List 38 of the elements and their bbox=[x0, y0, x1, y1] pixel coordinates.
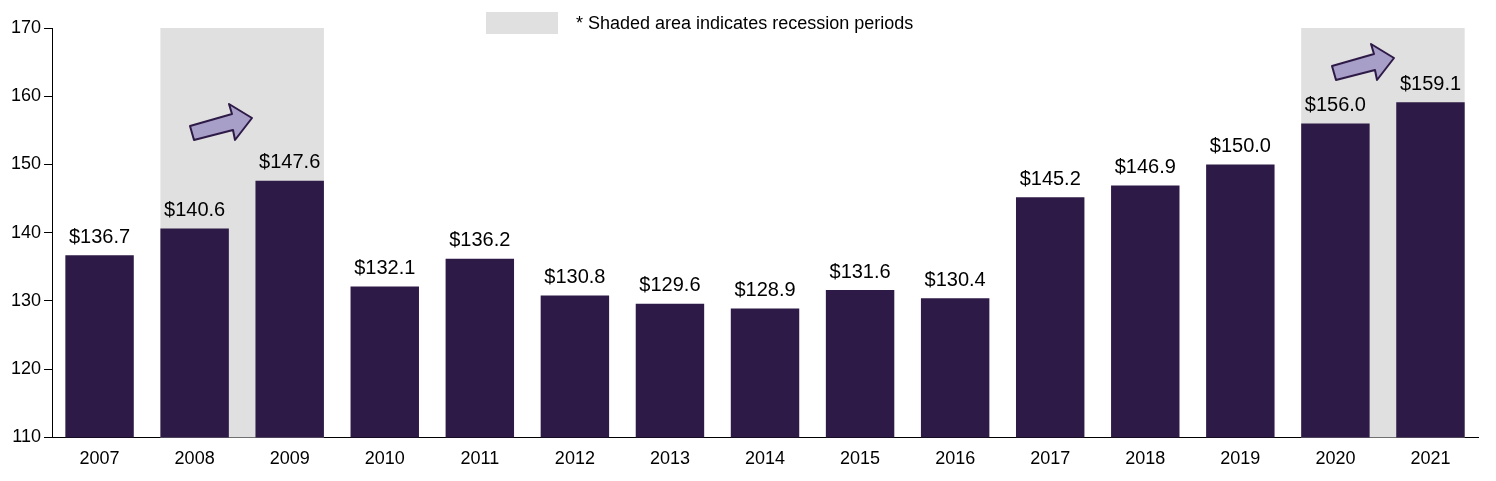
x-tick-label: 2017 bbox=[1030, 448, 1071, 469]
x-tick-label: 2016 bbox=[935, 448, 976, 469]
data-label: $159.1 bbox=[1399, 71, 1462, 94]
x-tick-label: 2018 bbox=[1125, 448, 1166, 469]
y-tick-label: 170 bbox=[10, 16, 42, 37]
data-label: $131.6 bbox=[829, 259, 891, 282]
annotation: * Shaded area indicates recession periods bbox=[576, 12, 914, 34]
data-label: $156.0 bbox=[1304, 93, 1366, 116]
data-label: $140.6 bbox=[164, 198, 226, 221]
y-tick-label: 140 bbox=[10, 221, 42, 242]
y-tick-label: 150 bbox=[10, 153, 42, 174]
x-tick-label: 2013 bbox=[649, 448, 690, 469]
y-tick-label: 160 bbox=[10, 85, 42, 106]
data-label: $132.1 bbox=[354, 256, 416, 279]
x-tick-label: 2015 bbox=[840, 448, 881, 469]
data-label: $130.4 bbox=[924, 267, 986, 290]
data-label: $130.8 bbox=[544, 264, 606, 287]
x-tick-label: 2011 bbox=[460, 448, 500, 469]
y-tick-label: 130 bbox=[10, 289, 42, 310]
y-tick-label: 120 bbox=[10, 358, 42, 379]
data-label: $136.2 bbox=[449, 228, 511, 251]
x-tick-label: 2020 bbox=[1315, 448, 1356, 469]
x-tick-label: 2009 bbox=[269, 448, 310, 469]
data-label: $128.9 bbox=[734, 277, 796, 300]
y-tick-label: 110 bbox=[12, 426, 42, 447]
x-tick-label: 2012 bbox=[554, 448, 595, 469]
x-tick-label: 2007 bbox=[79, 448, 120, 469]
data-label: $129.6 bbox=[639, 273, 701, 296]
x-tick-label: 2019 bbox=[1220, 448, 1261, 469]
x-tick-label: 2008 bbox=[174, 448, 215, 469]
data-label: $150.0 bbox=[1209, 133, 1271, 156]
x-tick-label: 2010 bbox=[364, 448, 405, 469]
data-label: $147.6 bbox=[259, 150, 321, 173]
data-label: $145.2 bbox=[1019, 166, 1081, 189]
data-label: $136.7 bbox=[68, 224, 131, 247]
x-tick-label: 2021 bbox=[1410, 448, 1451, 469]
data-label: $146.9 bbox=[1114, 155, 1176, 178]
x-tick-label: 2014 bbox=[744, 448, 786, 469]
